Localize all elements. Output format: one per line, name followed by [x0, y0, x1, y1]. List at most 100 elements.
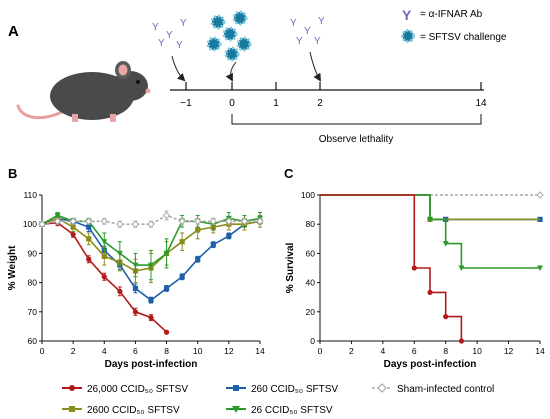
- timeline-tick-labels: −1 0 1 2 14: [180, 98, 487, 109]
- data-point: [194, 217, 202, 225]
- mouse-icon: [16, 61, 151, 122]
- timeline: [170, 82, 484, 91]
- x-tick-label: 12: [224, 346, 234, 356]
- panel-c-label: C: [284, 166, 294, 181]
- survival-point: [458, 265, 465, 271]
- survival-point: [443, 314, 449, 320]
- data-point: [210, 242, 216, 248]
- x-tick-label: 8: [443, 346, 448, 356]
- panel-a-legend: Y = α-IFNAR Ab = SFTSV challenge: [401, 7, 507, 43]
- data-point: [100, 217, 108, 225]
- antibody-icon: Y: [158, 38, 165, 49]
- antibody-icon: Y: [290, 18, 297, 29]
- data-point: [69, 217, 77, 225]
- antibody-icon: Y: [296, 36, 303, 47]
- legend-marker: [377, 383, 387, 393]
- observation-bracket-label: Observe lethality: [319, 134, 393, 145]
- data-point: [132, 262, 139, 269]
- antibody-icon: Y: [180, 18, 187, 29]
- data-point: [116, 250, 123, 257]
- virus-icon-group-day0: [206, 10, 252, 62]
- survival-step-line: [320, 194, 463, 341]
- antibody-icon-group-day2: Y Y Y Y Y: [290, 16, 325, 47]
- legend-label: 26,000 CCID₅₀ SFTSV: [87, 384, 188, 395]
- antibody-icon: Y: [304, 26, 311, 37]
- data-point: [53, 217, 62, 225]
- panel-a: A Y Y Y Y Y: [8, 7, 507, 145]
- survival-chart: 0 2 4 6 8 10 12 14 0 20 40 60 80 100 Days post-infecti…: [285, 190, 545, 370]
- antibody-icon: Y: [314, 36, 321, 47]
- timeline-tick-label: 14: [475, 98, 487, 109]
- x-tick-label: 4: [380, 346, 385, 356]
- y-axis-label: % Weight: [7, 245, 18, 290]
- data-point: [209, 217, 217, 225]
- legend-marker: [69, 406, 75, 412]
- legend-label: 26 CCID₅₀ SFTSV: [251, 405, 333, 416]
- data-point: [101, 239, 108, 245]
- data-point: [225, 217, 233, 225]
- panel-a-label: A: [8, 23, 19, 40]
- x-tick-label: 0: [40, 346, 45, 356]
- data-point: [117, 288, 123, 294]
- data-point: [148, 315, 154, 321]
- data-point: [70, 224, 76, 230]
- legend-item: Sham-infected control: [372, 383, 494, 395]
- x-axis-label: Days post-infection: [384, 359, 477, 370]
- data-point: [163, 329, 170, 335]
- x-axis-label: Days post-infection: [105, 359, 198, 370]
- series-26 CCID₅₀ SFTSV: [320, 194, 543, 271]
- weight-chart: 0 2 4 6 8 10 12 14 60 70 80 90 100 110 Days post-infec…: [7, 190, 265, 370]
- data-point: [86, 224, 92, 230]
- data-point: [178, 217, 186, 225]
- timeline-tick-label: 1: [273, 98, 279, 109]
- y-tick-label: 110: [23, 190, 37, 200]
- series-26,000 CCID₅₀ SFTSV: [320, 194, 465, 344]
- data-point: [148, 262, 154, 269]
- observation-bracket: [231, 114, 482, 125]
- data-point: [195, 227, 201, 233]
- data-point: [85, 217, 93, 225]
- timeline-tick-label: −1: [180, 98, 192, 109]
- y-tick-label: 80: [28, 278, 38, 288]
- arrow-day-minus1: [171, 55, 186, 82]
- x-tick-label: 6: [133, 346, 138, 356]
- survival-point: [411, 265, 417, 271]
- data-point: [101, 253, 107, 259]
- x-tick-label: 0: [318, 346, 323, 356]
- y-tick-label: 90: [28, 248, 38, 258]
- survival-point: [427, 289, 433, 295]
- survival-point: [536, 191, 544, 199]
- y-tick-label: 60: [28, 336, 38, 346]
- data-point: [226, 233, 232, 239]
- y-tick-label: 70: [28, 307, 38, 317]
- survival-point: [442, 241, 449, 247]
- antibody-icon: Y: [176, 40, 183, 51]
- data-point: [116, 220, 124, 228]
- data-point: [131, 220, 140, 228]
- x-tick-label: 14: [255, 346, 265, 356]
- legend-item: 2600 CCID₅₀ SFTSV: [62, 405, 180, 416]
- x-tick-label: 2: [349, 346, 354, 356]
- antibody-icon: Y: [402, 7, 412, 23]
- y-tick-label: 80: [306, 219, 316, 229]
- panel-b: B 0 2 4 6 8 10 12 14 60 70 80 90 100 110 Days post-inf…: [7, 166, 265, 370]
- series-line: [41, 214, 260, 225]
- legend-marker: [233, 385, 239, 391]
- data-point: [86, 256, 92, 262]
- legend-label: 260 CCID₅₀ SFTSV: [251, 384, 338, 395]
- x-tick-label: 12: [504, 346, 514, 356]
- data-point: [132, 309, 139, 315]
- data-point: [256, 217, 264, 225]
- arrow-day0: [225, 61, 237, 82]
- y-tick-label: 0: [310, 336, 315, 346]
- series-Sham-infected control: [38, 210, 264, 228]
- x-tick-label: 4: [102, 346, 107, 356]
- y-tick-label: 100: [23, 219, 37, 229]
- x-tick-label: 10: [193, 346, 203, 356]
- antibody-icon: Y: [318, 16, 325, 27]
- arrow-day2: [309, 51, 322, 82]
- data-point: [70, 231, 76, 238]
- legend-label: 2600 CCID₅₀ SFTSV: [87, 405, 180, 416]
- timeline-tick-label: 0: [229, 98, 235, 109]
